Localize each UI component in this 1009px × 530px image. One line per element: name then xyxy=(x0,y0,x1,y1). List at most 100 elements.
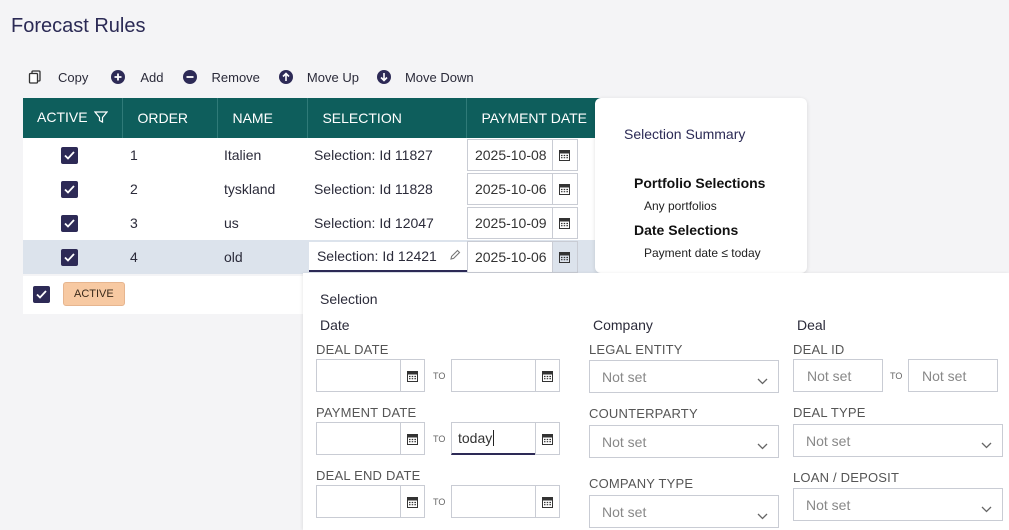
copy-icon xyxy=(28,70,42,84)
deal-id-to-input[interactable]: Not set xyxy=(908,359,998,392)
active-checkbox[interactable] xyxy=(61,146,78,164)
loan-deposit-select[interactable]: Not set xyxy=(793,488,1003,521)
selection-panel-title: Selection xyxy=(320,291,378,307)
selection-cell[interactable]: Selection: Id 12047 xyxy=(313,215,434,231)
order-cell: 4 xyxy=(129,249,138,265)
deal-group-title: Deal xyxy=(797,317,826,333)
counterparty-select[interactable]: Not set xyxy=(589,425,779,458)
selection-cell: Selection: Id 12421 xyxy=(316,248,437,264)
name-cell: Italien xyxy=(223,147,262,163)
selection-summary-panel: Selection Summary Portfolio Selections A… xyxy=(595,98,807,273)
chevron-down-icon xyxy=(981,436,992,452)
calendar-icon[interactable] xyxy=(535,359,560,392)
add-button[interactable]: Add xyxy=(111,69,164,85)
selection-cell[interactable]: Selection: Id 11827 xyxy=(313,147,433,163)
active-checkbox[interactable] xyxy=(61,248,78,266)
order-cell: 1 xyxy=(129,147,138,163)
column-header-name[interactable]: NAME xyxy=(217,98,309,138)
active-checkbox[interactable] xyxy=(61,180,78,198)
active-checkbox[interactable] xyxy=(61,214,78,232)
move-down-label: Move Down xyxy=(404,69,474,85)
calendar-icon[interactable] xyxy=(552,207,578,239)
payment-date-input[interactable]: 2025-10-06 xyxy=(466,241,553,273)
calendar-icon[interactable] xyxy=(400,359,425,392)
arrow-down-circle-icon xyxy=(376,70,391,84)
portfolio-selections-heading: Portfolio Selections xyxy=(634,175,766,191)
active-filter-chip[interactable]: ACTIVE xyxy=(63,282,125,306)
copy-label: Copy xyxy=(58,69,89,85)
filter-active-checkbox[interactable] xyxy=(33,286,50,303)
company-type-select[interactable]: Not set xyxy=(589,495,779,528)
date-group-title: Date xyxy=(320,317,350,333)
deal-type-label: DEAL TYPE xyxy=(793,405,866,420)
chevron-down-icon xyxy=(757,507,768,523)
page-title: Forecast Rules xyxy=(11,15,146,37)
pencil-icon[interactable] xyxy=(449,248,461,264)
selection-cell[interactable]: Selection: Id 11828 xyxy=(313,181,433,197)
to-label: TO xyxy=(433,434,446,444)
column-header-order[interactable]: ORDER xyxy=(122,98,219,138)
name-cell: tyskland xyxy=(223,181,276,197)
chevron-down-icon xyxy=(757,437,768,453)
deal-date-from-input[interactable] xyxy=(316,359,401,392)
legal-entity-select[interactable]: Not set xyxy=(589,360,779,393)
calendar-icon[interactable] xyxy=(552,173,578,205)
forecast-rules-grid: ACTIVE ORDER NAME SELECTION PAYMENT DATE… xyxy=(23,98,602,274)
add-label: Add xyxy=(140,69,164,85)
deal-end-date-to-input[interactable] xyxy=(451,485,536,518)
deal-type-select[interactable]: Not set xyxy=(793,424,1003,457)
portfolio-selections-text: Any portfolios xyxy=(644,199,717,213)
calendar-icon[interactable] xyxy=(535,422,560,455)
plus-circle-icon xyxy=(111,70,126,84)
table-row[interactable]: 3 us Selection: Id 12047 2025-10-09 xyxy=(23,206,602,240)
date-selections-text: Payment date ≤ today xyxy=(644,246,761,260)
date-selections-heading: Date Selections xyxy=(634,222,739,238)
move-up-button[interactable]: Move Up xyxy=(278,69,359,85)
calendar-icon[interactable] xyxy=(552,241,578,273)
move-up-label: Move Up xyxy=(306,69,359,85)
deal-date-to-input[interactable] xyxy=(451,359,536,392)
deal-end-date-from-input[interactable] xyxy=(316,485,401,518)
deal-date-label: DEAL DATE xyxy=(316,342,389,357)
company-group-title: Company xyxy=(593,317,653,333)
column-header-active[interactable]: ACTIVE xyxy=(23,98,124,138)
calendar-icon[interactable] xyxy=(535,485,560,518)
calendar-icon[interactable] xyxy=(552,139,578,171)
order-cell: 3 xyxy=(129,215,138,231)
chevron-down-icon xyxy=(981,500,992,516)
chevron-down-icon xyxy=(757,372,768,388)
copy-button[interactable]: Copy xyxy=(28,70,88,85)
summary-title: Selection Summary xyxy=(624,126,746,142)
arrow-up-circle-icon xyxy=(278,70,293,84)
payment-date-input[interactable]: 2025-10-09 xyxy=(466,207,553,239)
minus-circle-icon xyxy=(182,70,197,84)
counterparty-label: COUNTERPARTY xyxy=(589,406,698,421)
company-type-label: COMPANY TYPE xyxy=(589,476,694,491)
deal-end-date-label: DEAL END DATE xyxy=(316,468,421,483)
calendar-icon[interactable] xyxy=(400,422,425,455)
calendar-icon[interactable] xyxy=(400,485,425,518)
to-label: TO xyxy=(433,497,446,507)
payment-date-input[interactable]: 2025-10-06 xyxy=(466,173,553,205)
deal-id-from-input[interactable]: Not set xyxy=(793,359,883,392)
selection-editor[interactable]: Selection: Id 12421 xyxy=(308,242,467,272)
table-row-selected[interactable]: 4 old Selection: Id 12421 2025-10-06 xyxy=(23,240,602,274)
filter-icon[interactable] xyxy=(94,110,109,127)
remove-button[interactable]: Remove xyxy=(182,69,260,85)
payment-date-label: PAYMENT DATE xyxy=(316,405,417,420)
filter-row: ACTIVE xyxy=(23,276,303,314)
name-cell: us xyxy=(223,215,239,231)
name-cell: old xyxy=(223,249,243,265)
toolbar: Copy Add Remove Move Up Move Down xyxy=(28,67,474,87)
payment-date-input[interactable]: 2025-10-08 xyxy=(466,139,553,171)
table-row[interactable]: 2 tyskland Selection: Id 11828 2025-10-0… xyxy=(23,172,602,206)
column-header-selection[interactable]: SELECTION xyxy=(307,98,468,138)
column-header-payment-date[interactable]: PAYMENT DATE xyxy=(466,98,602,138)
payment-date-from-input[interactable] xyxy=(316,422,401,455)
remove-label: Remove xyxy=(211,69,260,85)
order-cell: 2 xyxy=(129,181,138,197)
payment-date-to-input[interactable]: today xyxy=(451,422,536,455)
to-label: TO xyxy=(433,371,446,381)
move-down-button[interactable]: Move Down xyxy=(376,69,474,85)
table-row[interactable]: 1 Italien Selection: Id 11827 2025-10-08 xyxy=(23,138,602,172)
